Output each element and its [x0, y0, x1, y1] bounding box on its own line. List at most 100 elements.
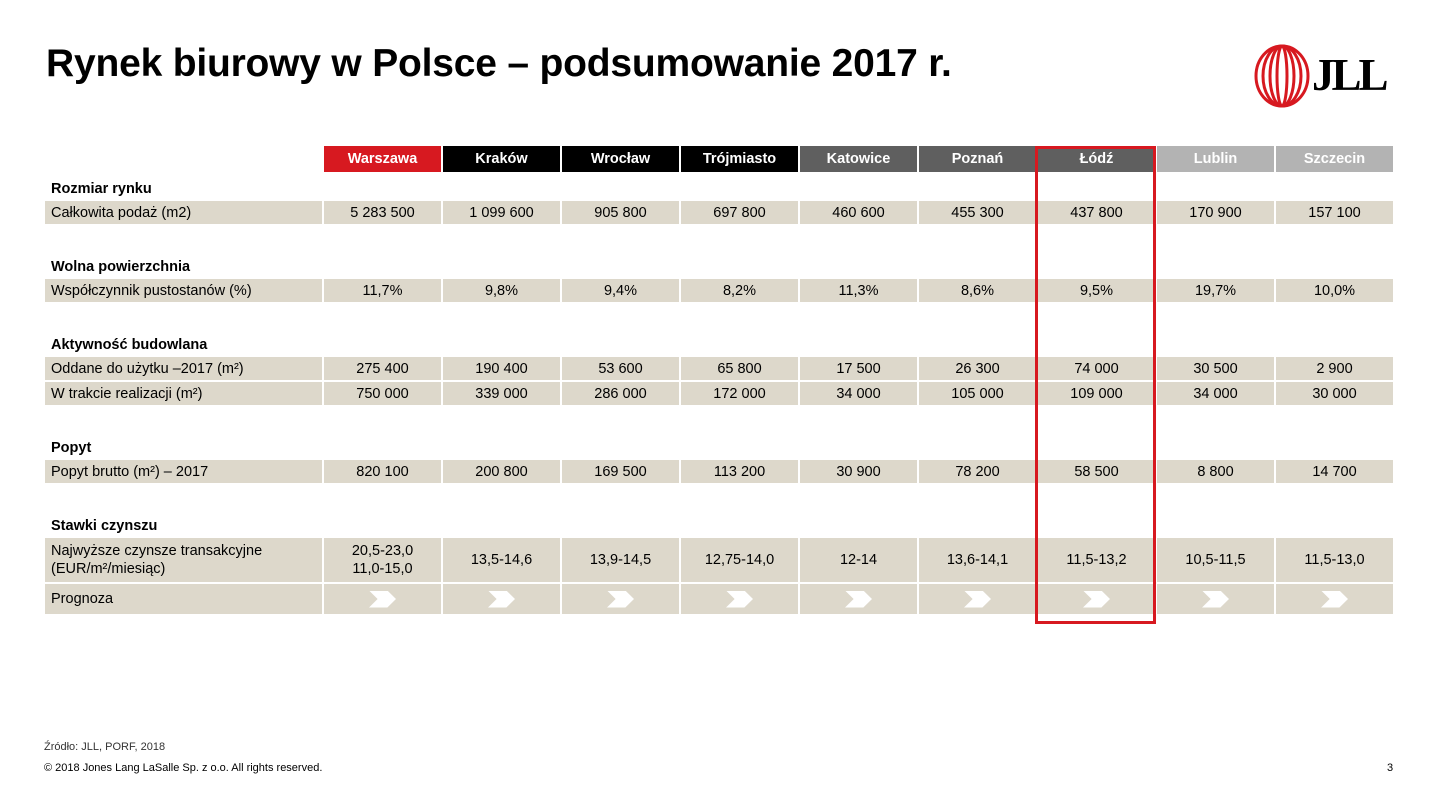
table-cell: 11,5-13,0 [1276, 538, 1393, 584]
table-cell: 65 800 [681, 357, 798, 382]
chevron-right-icon [1202, 590, 1229, 608]
office-market-table: Warszawa Kraków Wrocław Trójmiasto Katow… [43, 146, 1395, 616]
table-cell: 169 500 [562, 460, 679, 485]
table-cell: 19,7% [1157, 279, 1274, 304]
table-cell: 750 000 [324, 382, 441, 407]
table-cell: 34 000 [1157, 382, 1274, 407]
row-label-line: (EUR/m²/miesiąc) [51, 561, 166, 577]
table-cell: 30 500 [1157, 357, 1274, 382]
table-row: Oddane do użytku –2017 (m²) 275 400 190 … [45, 357, 1393, 382]
chevron-right-icon [1083, 590, 1110, 608]
table-header-row: Warszawa Kraków Wrocław Trójmiasto Katow… [45, 146, 1393, 174]
table-cell: 11,3% [800, 279, 917, 304]
forecast-cell [681, 584, 798, 616]
table-cell: 30 900 [800, 460, 917, 485]
table-cell: 1 099 600 [443, 201, 560, 226]
table-cell: 905 800 [562, 201, 679, 226]
table-cell: 53 600 [562, 357, 679, 382]
page-title: Rynek biurowy w Polsce – podsumowanie 20… [46, 42, 952, 85]
table-cell: 9,4% [562, 279, 679, 304]
forecast-cell [800, 584, 917, 616]
section-heading-row: Aktywność budowlana [45, 330, 1393, 357]
forecast-cell [443, 584, 560, 616]
table-cell: 78 200 [919, 460, 1036, 485]
table-cell: 109 000 [1038, 382, 1155, 407]
table-cell: 170 900 [1157, 201, 1274, 226]
row-label: W trakcie realizacji (m²) [45, 382, 322, 407]
jll-swirl-icon [1254, 44, 1310, 108]
section-heading: Aktywność budowlana [51, 336, 208, 353]
table-cell: 113 200 [681, 460, 798, 485]
table-cell: 12,75-14,0 [681, 538, 798, 584]
table-cell: 10,0% [1276, 279, 1393, 304]
table-cell: 8 800 [1157, 460, 1274, 485]
forecast-cell [324, 584, 441, 616]
table-cell: 8,2% [681, 279, 798, 304]
section-heading: Rozmiar rynku [51, 180, 152, 197]
copyright: © 2018 Jones Lang LaSalle Sp. z o.o. All… [44, 762, 323, 774]
column-header: Warszawa [324, 146, 441, 174]
column-header: Poznań [919, 146, 1036, 174]
column-header: Kraków [443, 146, 560, 174]
table-cell: 11,7% [324, 279, 441, 304]
table-cell: 286 000 [562, 382, 679, 407]
chevron-right-icon [1321, 590, 1348, 608]
table-cell: 26 300 [919, 357, 1036, 382]
chevron-right-icon [488, 590, 515, 608]
column-header: Łódź [1038, 146, 1155, 174]
table-cell: 13,5-14,6 [443, 538, 560, 584]
forecast-cell [562, 584, 679, 616]
cell-line: 11,0-15,0 [352, 561, 413, 577]
table-cell: 172 000 [681, 382, 798, 407]
table-cell: 200 800 [443, 460, 560, 485]
table-row: Całkowita podaż (m2) 5 283 500 1 099 600… [45, 201, 1393, 226]
table-cell: 9,8% [443, 279, 560, 304]
section-heading-row: Wolna powierzchnia [45, 252, 1393, 279]
table-row: W trakcie realizacji (m²) 750 000 339 00… [45, 382, 1393, 407]
table-cell: 17 500 [800, 357, 917, 382]
table-cell: 9,5% [1038, 279, 1155, 304]
table-cell: 460 600 [800, 201, 917, 226]
table-cell: 157 100 [1276, 201, 1393, 226]
forecast-row: Prognoza [45, 584, 1393, 616]
chevron-right-icon [726, 590, 753, 608]
table-cell: 437 800 [1038, 201, 1155, 226]
table-cell: 13,9-14,5 [562, 538, 679, 584]
jll-logo: JLL [1254, 43, 1396, 109]
table-cell: 275 400 [324, 357, 441, 382]
row-label: Najwyższe czynsze transakcyjne (EUR/m²/m… [45, 538, 322, 584]
column-header: Szczecin [1276, 146, 1393, 174]
source-note: Źródło: JLL, PORF, 2018 [44, 741, 166, 753]
table-cell: 14 700 [1276, 460, 1393, 485]
row-label: Całkowita podaż (m2) [45, 201, 322, 226]
forecast-cell [1157, 584, 1274, 616]
row-label: Współczynnik pustostanów (%) [45, 279, 322, 304]
chevron-right-icon [369, 590, 396, 608]
table-cell: 12-14 [800, 538, 917, 584]
table-cell: 190 400 [443, 357, 560, 382]
column-header: Lublin [1157, 146, 1274, 174]
column-header: Trójmiasto [681, 146, 798, 174]
table-row: Popyt brutto (m²) – 2017 820 100 200 800… [45, 460, 1393, 485]
table-cell: 11,5-13,2 [1038, 538, 1155, 584]
spacer-row [45, 304, 1393, 330]
chevron-right-icon [845, 590, 872, 608]
table-cell: 34 000 [800, 382, 917, 407]
table-cell: 74 000 [1038, 357, 1155, 382]
column-header: Katowice [800, 146, 917, 174]
table-cell: 13,6-14,1 [919, 538, 1036, 584]
jll-logo-text: JLL [1312, 50, 1389, 100]
table-row: Najwyższe czynsze transakcyjne (EUR/m²/m… [45, 538, 1393, 584]
forecast-cell [1276, 584, 1393, 616]
cell-line: 20,5-23,0 [351, 543, 414, 559]
table-row: Współczynnik pustostanów (%) 11,7% 9,8% … [45, 279, 1393, 304]
spacer-row [45, 407, 1393, 433]
forecast-cell [1038, 584, 1155, 616]
table-cell: 10,5-11,5 [1157, 538, 1274, 584]
table-cell: 5 283 500 [324, 201, 441, 226]
section-heading-row: Rozmiar rynku [45, 174, 1393, 201]
row-label: Popyt brutto (m²) – 2017 [45, 460, 322, 485]
spacer-row [45, 226, 1393, 252]
table-cell: 697 800 [681, 201, 798, 226]
section-heading: Popyt [51, 439, 92, 456]
